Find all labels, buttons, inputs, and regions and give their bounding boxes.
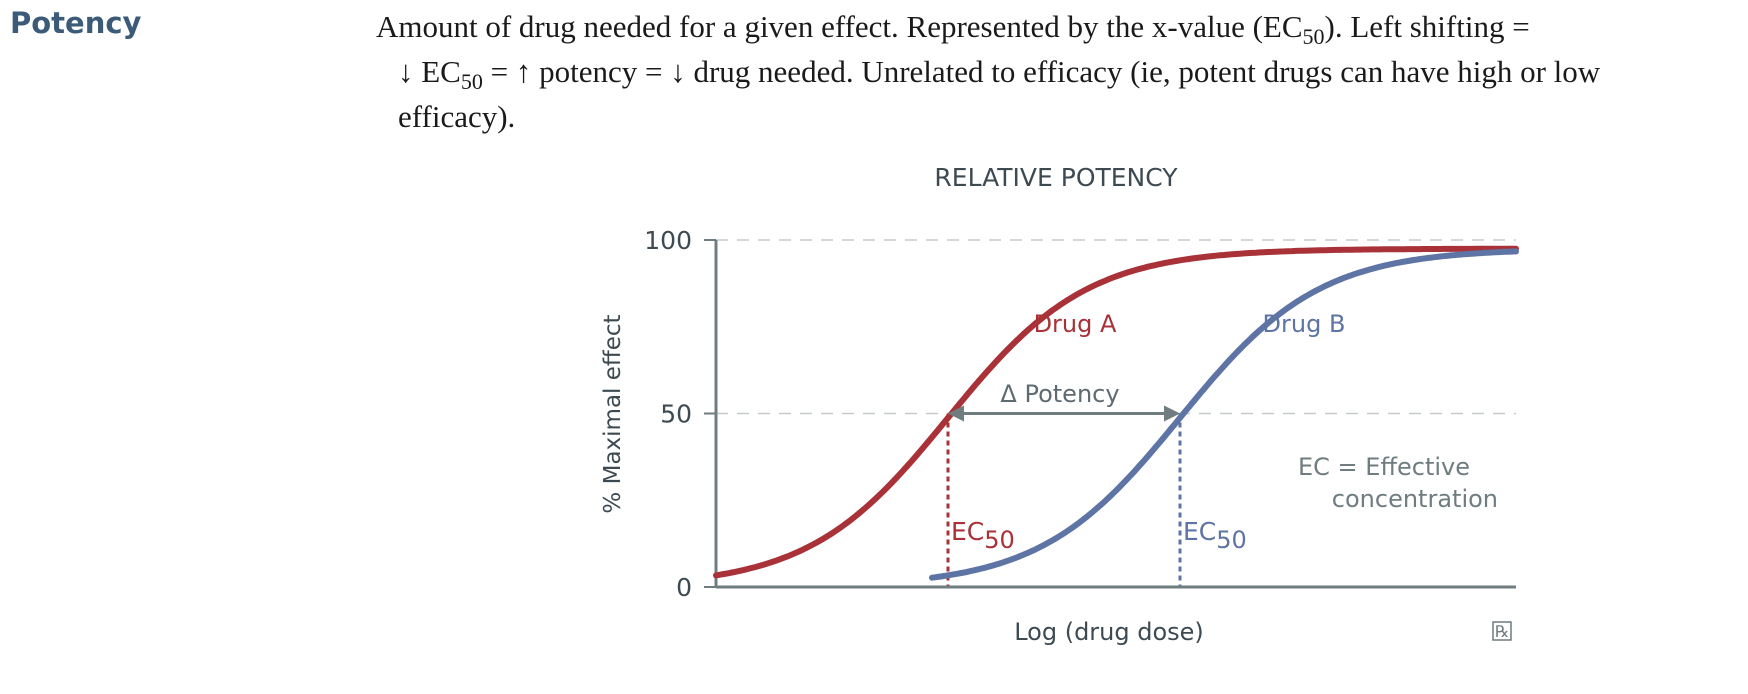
desc-line-3: efficacy). [398, 99, 516, 134]
legend-note-line-1: EC = Effective [1298, 453, 1470, 481]
delta-arrow-head-left [948, 405, 964, 422]
delta-arrow-head-right [1164, 405, 1180, 422]
rx-logo-icon: ℞ [1492, 621, 1512, 641]
term-description: Amount of drug needed for a given effect… [376, 4, 1736, 139]
ec50-markers [946, 413, 1182, 587]
series-curves [713, 245, 1519, 581]
series-label-drug-b: Drug B [1263, 310, 1346, 338]
y-tick-label-0: 0 [676, 573, 692, 602]
legend-note-line-2: concentration [1332, 485, 1498, 513]
delta-potency-label: Δ Potency [1000, 380, 1119, 408]
y-axis-ticks: 0 50 100 [644, 226, 716, 602]
svg-text:℞: ℞ [1495, 622, 1509, 641]
y-tick-label-50: 50 [660, 400, 692, 429]
delta-potency-arrow [948, 405, 1180, 422]
y-tick-label-100: 100 [644, 226, 692, 255]
ec50-label-drug-b: EC50 [1183, 517, 1247, 554]
ec50-label-drug-a: EC50 [951, 517, 1015, 554]
curve-drug-b [929, 248, 1519, 581]
desc-line-1: Amount of drug needed for a given effect… [376, 9, 1530, 49]
desc-line-2: ↓ EC50 = ↑ potency = ↓ drug needed. Unre… [398, 54, 1601, 94]
x-axis-label: Log (drug dose) [1014, 618, 1204, 646]
chart-title: RELATIVE POTENCY [934, 163, 1178, 192]
y-axis-label: % Maximal effect [600, 314, 626, 513]
curve-drug-a [713, 245, 1519, 579]
series-label-drug-a: Drug A [1034, 310, 1117, 338]
term-title: Potency [10, 6, 142, 40]
